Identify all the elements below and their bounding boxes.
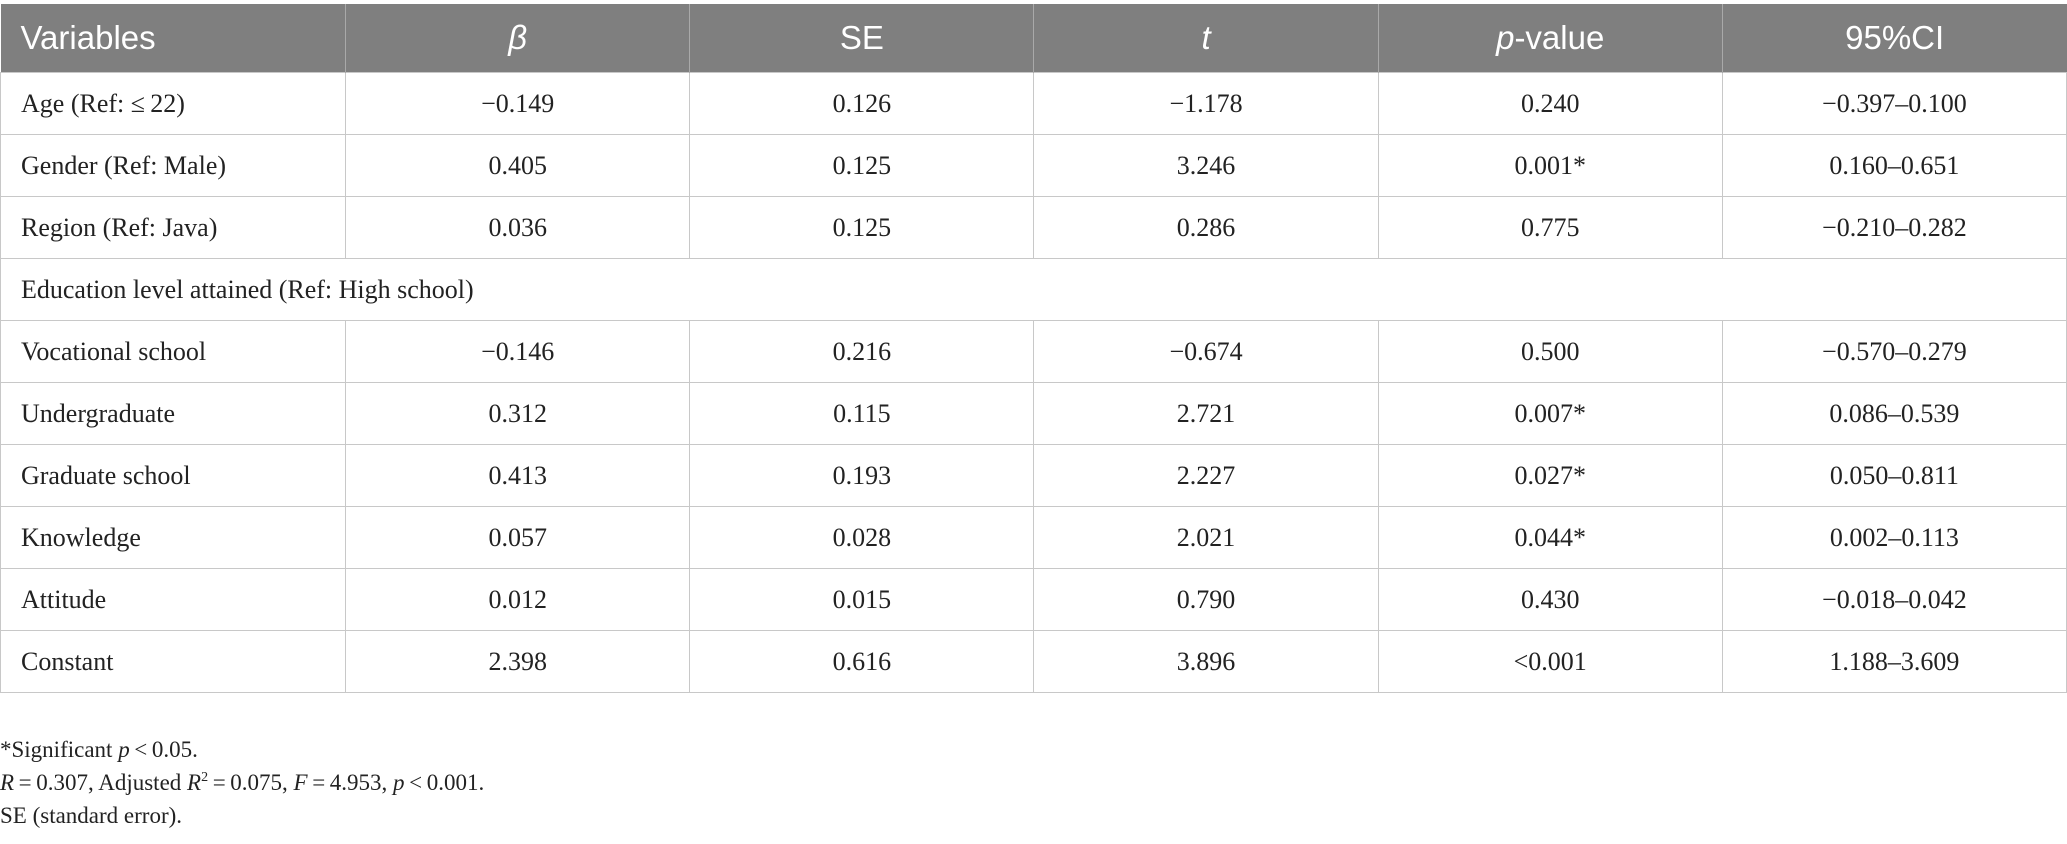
cell-variable: Knowledge xyxy=(0,506,347,569)
cell-p-value: 0.027* xyxy=(1377,444,1723,507)
cell-beta: 0.413 xyxy=(345,444,691,507)
cell-t: 3.246 xyxy=(1033,134,1379,197)
cell-se: 0.216 xyxy=(689,320,1035,383)
cell-ci: 0.086–0.539 xyxy=(1721,382,2067,445)
footnote-significance-threshold: < 0.05. xyxy=(129,737,198,762)
cell-se: 0.125 xyxy=(689,196,1035,259)
cell-variable: Region (Ref: Java) xyxy=(0,196,347,259)
table-row: Gender (Ref: Male) 0.405 0.125 3.246 0.001* 0… xyxy=(0,134,2067,197)
cell-t: −0.674 xyxy=(1033,320,1379,383)
cell-t: 0.790 xyxy=(1033,568,1379,631)
cell-variable: Gender (Ref: Male) xyxy=(0,134,347,197)
cell-beta: 2.398 xyxy=(345,630,691,693)
cell-t: 2.021 xyxy=(1033,506,1379,569)
cell-beta: −0.146 xyxy=(345,320,691,383)
cell-ci: −0.397–0.100 xyxy=(1721,72,2067,135)
cell-ci: −0.210–0.282 xyxy=(1721,196,2067,259)
cell-t: −1.178 xyxy=(1033,72,1379,135)
header-p-suffix: -value xyxy=(1514,19,1605,56)
cell-ci: 0.002–0.113 xyxy=(1721,506,2067,569)
cell-variable: Age (Ref: ≤ 22) xyxy=(0,72,347,135)
cell-p-value: 0.430 xyxy=(1377,568,1723,631)
model-fit-r-value: = 0.307, Adjusted xyxy=(14,770,188,795)
cell-p-value: <0.001 xyxy=(1377,630,1723,693)
table-row: Vocational school −0.146 0.216 −0.674 0.500−… xyxy=(0,320,2067,383)
header-p-value: p-value xyxy=(1377,4,1723,73)
cell-p-value: 0.001* xyxy=(1377,134,1723,197)
model-fit-p-value: < 0.001. xyxy=(404,770,485,795)
cell-t: 2.721 xyxy=(1033,382,1379,445)
cell-beta: 0.036 xyxy=(345,196,691,259)
section-row: Education level attained (Ref: High scho… xyxy=(0,258,2067,321)
model-fit-f-value: = 4.953, xyxy=(307,770,394,795)
cell-se: 0.115 xyxy=(689,382,1035,445)
cell-p-value: 0.775 xyxy=(1377,196,1723,259)
cell-p-value: 0.240 xyxy=(1377,72,1723,135)
cell-beta: −0.149 xyxy=(345,72,691,135)
model-fit-r2-symbol: R xyxy=(187,770,202,795)
cell-beta: 0.057 xyxy=(345,506,691,569)
cell-ci: 0.050–0.811 xyxy=(1721,444,2067,507)
cell-ci: 0.160–0.651 xyxy=(1721,134,2067,197)
model-fit-r2-value: = 0.075, xyxy=(208,770,294,795)
header-t-symbol: t xyxy=(1201,19,1211,56)
model-fit-r2-superscript: 2 xyxy=(201,770,209,785)
cell-ci: −0.570–0.279 xyxy=(1721,320,2067,383)
table-row: Attitude 0.012 0.015 0.790 0.430 −0.018–0.042 xyxy=(0,568,2067,631)
regression-table: Variables β SE t p-value 95%CI Age (Ref:… xyxy=(0,4,2067,693)
table-row: Region (Ref: Java) 0.036 0.125 0.286 0.775 −0… xyxy=(0,196,2067,259)
cell-se: 0.616 xyxy=(689,630,1035,693)
cell-se: 0.028 xyxy=(689,506,1035,569)
model-fit-f-symbol: F xyxy=(293,770,308,795)
cell-p-value: 0.044* xyxy=(1377,506,1723,569)
model-fit-p-symbol: p xyxy=(393,770,405,795)
cell-ci: 1.188–3.609 xyxy=(1721,630,2067,693)
header-variables: Variables xyxy=(0,4,346,73)
cell-p-value: 0.007* xyxy=(1377,382,1723,445)
cell-beta: 0.312 xyxy=(345,382,691,445)
header-row: Variables β SE t p-value 95%CI xyxy=(0,4,2067,73)
cell-se: 0.126 xyxy=(689,72,1035,135)
cell-variable: Undergraduate xyxy=(0,382,347,445)
table-row: Graduate school 0.413 0.193 2.227 0.027* 0.05… xyxy=(0,444,2067,507)
cell-t: 2.227 xyxy=(1033,444,1379,507)
table-row: Knowledge 0.057 0.028 2.021 0.044* 0.002–0.11… xyxy=(0,506,2067,569)
header-p-symbol: p xyxy=(1496,19,1515,56)
footnote-significance-p: p xyxy=(118,737,130,762)
header-se: SE xyxy=(689,4,1034,73)
header-t: t xyxy=(1033,4,1379,73)
cell-t: 0.286 xyxy=(1033,196,1379,259)
footnote-model-fit: R = 0.307, Adjusted R2 = 0.075, F = 4.95… xyxy=(0,766,484,799)
cell-t: 3.896 xyxy=(1033,630,1379,693)
table-footnotes: *Significant p < 0.05. R = 0.307, Adjust… xyxy=(0,733,484,832)
header-beta-symbol: β xyxy=(508,19,528,56)
table-row: Age (Ref: ≤ 22) −0.149 0.126 −1.178 0.240 −0.… xyxy=(0,72,2067,135)
table-body: Age (Ref: ≤ 22) −0.149 0.126 −1.178 0.240 −0.… xyxy=(0,72,2067,693)
footnote-se-definition: SE (standard error). xyxy=(0,803,183,828)
cell-variable: Constant xyxy=(0,630,347,693)
cell-variable: Attitude xyxy=(0,568,347,631)
table-row: Constant 2.398 0.616 3.896 <0.001 1.188–3.609 xyxy=(0,630,2067,693)
cell-se: 0.125 xyxy=(689,134,1035,197)
cell-ci: −0.018–0.042 xyxy=(1721,568,2067,631)
footnote-significance-prefix: *Significant xyxy=(0,737,119,762)
header-beta: β xyxy=(345,4,690,73)
model-fit-r-symbol: R xyxy=(0,770,15,795)
cell-variable: Graduate school xyxy=(0,444,347,507)
table-header: Variables β SE t p-value 95%CI xyxy=(0,4,2067,73)
cell-se: 0.015 xyxy=(689,568,1035,631)
cell-se: 0.193 xyxy=(689,444,1035,507)
footnote-significance: *Significant p < 0.05. xyxy=(0,733,484,766)
section-label: Education level attained (Ref: High scho… xyxy=(0,258,2067,321)
cell-beta: 0.405 xyxy=(345,134,691,197)
table-row: Undergraduate 0.312 0.115 2.721 0.007* 0.086–… xyxy=(0,382,2067,445)
cell-p-value: 0.500 xyxy=(1377,320,1723,383)
cell-beta: 0.012 xyxy=(345,568,691,631)
cell-variable: Vocational school xyxy=(0,320,347,383)
header-ci: 95%CI xyxy=(1721,4,2067,73)
